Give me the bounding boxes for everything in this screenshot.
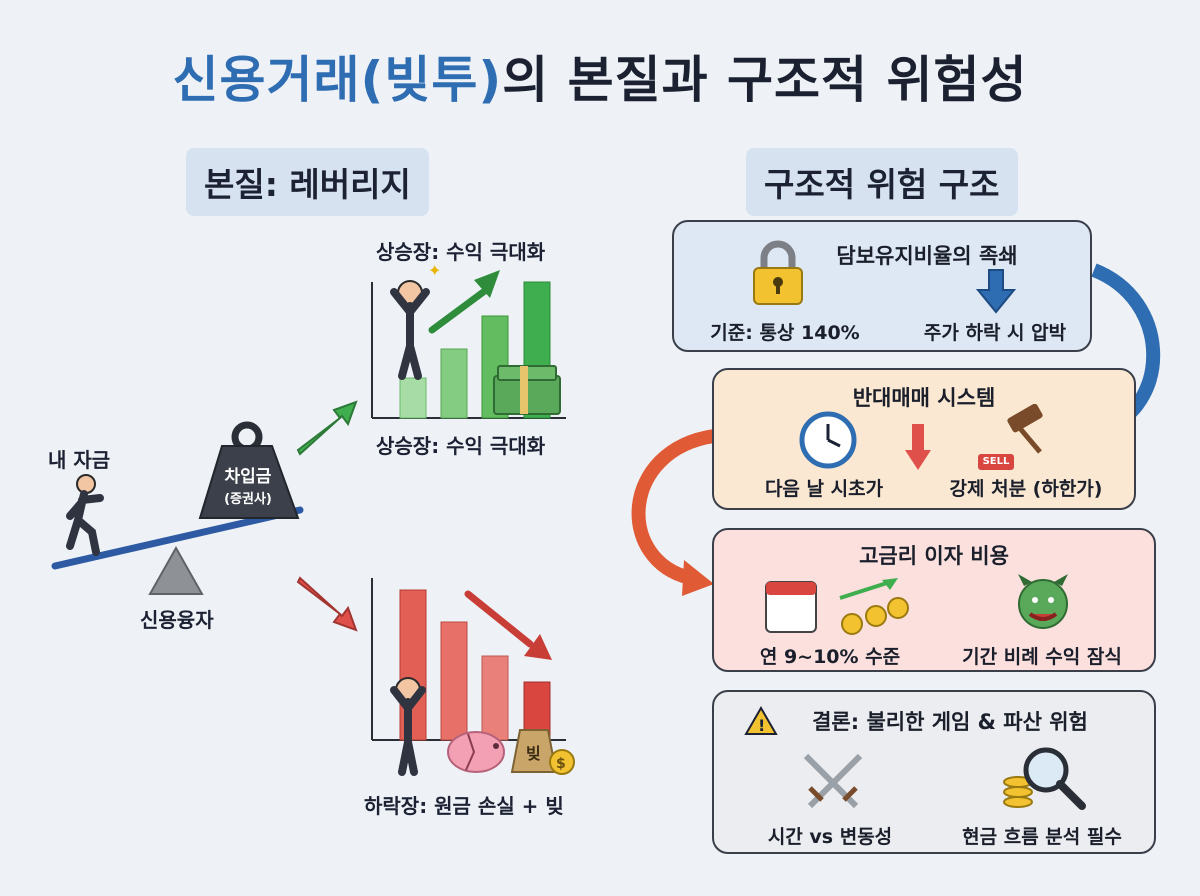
svg-text:$: $	[556, 756, 566, 772]
collateral-left-text: 기준: 통상 140%	[710, 322, 860, 344]
section-label-leverage: 본질: 레버리지	[186, 148, 429, 216]
weight-icon	[198, 421, 300, 519]
svg-text:!: !	[758, 716, 765, 735]
warning-icon: !	[744, 706, 778, 735]
collateral-right-text: 주가 하락 시 압박	[923, 322, 1067, 344]
bear-bottom-caption: 하락장: 원금 손실 + 빚	[364, 794, 564, 818]
money-stack-icon	[493, 365, 561, 415]
my-money-label: 내 자금	[48, 448, 111, 472]
collateral-box: 담보유지비율의 족쇄 기준: 통상 140% 주가 하락 시 압박	[672, 220, 1092, 352]
interest-title: 고금리 이자 비용	[859, 544, 1009, 568]
person-icon	[66, 474, 104, 556]
collateral-title: 담보유지비율의 족쇄	[836, 244, 1018, 268]
calendar-coins-icon	[765, 578, 909, 635]
up-arrow-icon	[296, 400, 358, 456]
liquidation-box: 반대매매 시스템 SELL 다음 날 시초가 강제 처분 (하한가)	[712, 368, 1136, 510]
bull-bottom-caption: 상승장: 수익 극대화	[376, 434, 546, 458]
page-title: 신용거래(빚투)의 본질과 구조적 위험성	[0, 40, 1200, 112]
down-arrow-icon	[905, 424, 931, 470]
conclusion-title: 결론: 불리한 게임 & 파산 위험	[812, 710, 1088, 734]
bull-chart: ✦	[371, 261, 566, 419]
crossed-swords-icon	[803, 753, 863, 809]
down-arrow-icon	[296, 576, 358, 632]
sell-tag: SELL	[978, 454, 1014, 470]
conclusion-right-text: 현금 흐름 분석 필수	[962, 826, 1122, 848]
interest-box: 고금리 이자 비용 연 9~10% 수준 기간 비례 수익 잠식	[712, 528, 1156, 672]
flow-arrow-orange	[631, 429, 716, 585]
down-arrow-icon	[976, 269, 1016, 314]
seesaw-plank	[51, 506, 304, 570]
liquidation-right-text: 강제 처분 (하한가)	[949, 478, 1103, 500]
magnifier-coins-icon	[1003, 747, 1086, 810]
weight-sub-label: (증권사)	[224, 492, 272, 507]
weight-label: 차입금	[224, 467, 272, 487]
fulcrum-icon	[148, 545, 204, 595]
broken-piggy-bank-icon	[447, 731, 505, 773]
monster-icon	[1018, 574, 1068, 629]
clock-icon	[799, 411, 857, 469]
interest-right-text: 기간 비례 수익 잠식	[962, 646, 1122, 668]
title-highlight: 신용거래(빚투)	[172, 51, 503, 109]
fulcrum-label: 신용융자	[140, 608, 214, 632]
liquidation-left-text: 다음 날 시초가	[764, 478, 884, 500]
bear-chart: $	[371, 578, 575, 776]
section-label-risk-structure: 구조적 위험 구조	[746, 148, 1018, 216]
debt-bag-label: 빚	[526, 744, 541, 763]
title-rest: 의 본질과 구조적 위험성	[502, 51, 1028, 109]
conclusion-left-text: 시간 vs 변동성	[767, 826, 893, 848]
gavel-icon	[1007, 404, 1043, 454]
padlock-icon	[753, 240, 803, 305]
liquidation-title: 반대매매 시스템	[852, 386, 996, 410]
conclusion-box: ! 결론: 불리한 게임 & 파산 위험 시간 vs 변동성 현금 흐름 분석 …	[712, 690, 1156, 854]
interest-left-text: 연 9~10% 수준	[759, 646, 901, 668]
bull-top-caption: 상승장: 수익 극대화	[376, 240, 546, 264]
money-bag-icon: $	[510, 729, 575, 775]
svg-text:✦: ✦	[428, 261, 441, 280]
